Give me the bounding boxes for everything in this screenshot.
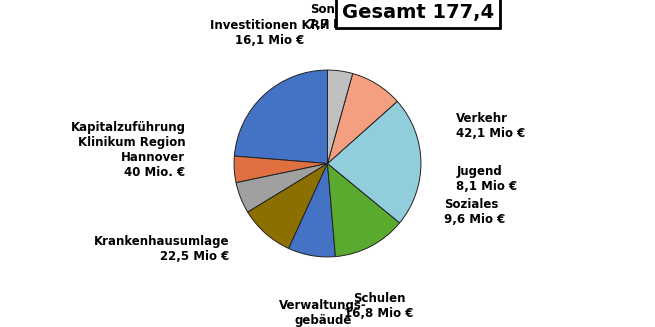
Wedge shape — [328, 101, 421, 223]
Text: Verwaltungs-
gebäude
14,5 Mio €: Verwaltungs- gebäude 14,5 Mio € — [279, 299, 367, 327]
Wedge shape — [328, 70, 352, 164]
Wedge shape — [328, 74, 397, 164]
Wedge shape — [234, 156, 328, 183]
Wedge shape — [248, 164, 328, 249]
Text: Jugend
8,1 Mio €: Jugend 8,1 Mio € — [457, 165, 517, 193]
Text: Kapitalzuführung
Klinikum Region
Hannover
40 Mio. €: Kapitalzuführung Klinikum Region Hannove… — [71, 121, 185, 180]
Text: Krankenhausumlage
22,5 Mio €: Krankenhausumlage 22,5 Mio € — [94, 235, 229, 264]
Wedge shape — [234, 70, 328, 164]
Text: Verkehr
42,1 Mio €: Verkehr 42,1 Mio € — [457, 112, 526, 140]
Wedge shape — [289, 164, 335, 257]
Wedge shape — [328, 164, 400, 257]
Text: Gesamt 177,4: Gesamt 177,4 — [342, 3, 494, 22]
Text: Soziales
9,6 Mio €: Soziales 9,6 Mio € — [444, 198, 506, 226]
Text: Sonstige
7,7 Mio €: Sonstige 7,7 Mio € — [309, 3, 369, 31]
Wedge shape — [236, 164, 328, 212]
Text: Schulen
16,8 Mio €: Schulen 16,8 Mio € — [344, 292, 413, 320]
Text: Investitionen KRH
16,1 Mio €: Investitionen KRH 16,1 Mio € — [210, 19, 329, 47]
